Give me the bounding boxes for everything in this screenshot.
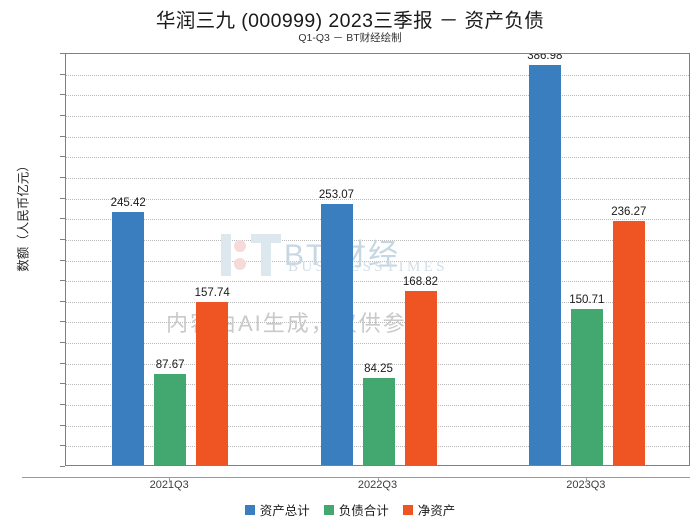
bar[interactable] <box>528 65 561 465</box>
x-axis-line <box>22 477 690 478</box>
bar-value-label: 386.98 <box>527 53 563 63</box>
watermark-brand-sub: BUSINESSTIMES <box>288 259 449 275</box>
bar-value-label: 236.27 <box>611 206 647 219</box>
bar-value-label: 253.07 <box>318 188 355 201</box>
legend-item[interactable]: 净资产 <box>402 500 456 519</box>
chart-subtitle: Q1-Q3 － BT财经绘制 <box>298 32 402 44</box>
legend-item[interactable]: 资产总计 <box>244 500 310 519</box>
y-tick-mark <box>60 342 65 344</box>
y-tick-mark <box>60 404 65 406</box>
bar[interactable] <box>612 221 645 465</box>
y-tick-mark <box>60 383 65 385</box>
y-tick-mark <box>60 135 65 137</box>
y-tick-mark <box>60 362 65 364</box>
x-tick-mark <box>377 477 379 482</box>
legend-swatch <box>323 504 334 515</box>
y-tick-mark <box>60 445 65 447</box>
bar-value-label: 168.82 <box>402 275 439 288</box>
gridline <box>66 74 689 76</box>
y-tick-mark <box>60 114 65 116</box>
gridline <box>66 115 689 117</box>
bar-value-label: 87.67 <box>155 359 185 372</box>
bar-value-label: 157.74 <box>194 287 230 300</box>
y-tick-mark <box>60 176 65 178</box>
y-tick-mark <box>60 280 65 282</box>
gridline <box>66 136 689 138</box>
gridline <box>66 260 689 262</box>
bar[interactable] <box>320 203 353 465</box>
y-tick-mark <box>60 94 65 96</box>
x-tick-label: 2021Q3 <box>149 479 189 491</box>
gridline <box>66 301 689 303</box>
gridline <box>66 219 689 221</box>
y-tick-mark <box>60 238 65 240</box>
gridline <box>66 177 689 179</box>
legend-swatch <box>244 504 255 515</box>
bar[interactable] <box>196 302 229 465</box>
gridline <box>66 198 689 200</box>
legend-label: 资产总计 <box>259 504 310 518</box>
bar[interactable] <box>362 378 395 465</box>
y-tick-mark <box>60 53 65 54</box>
y-tick-mark <box>60 73 65 75</box>
legend-item[interactable]: 负债合计 <box>323 500 389 519</box>
gridline <box>66 343 689 345</box>
y-tick-mark <box>60 300 65 302</box>
legend: 资产总计 负债合计 净资产 <box>0 500 700 519</box>
chart-title: 华润三九 (000999) 2023三季报 － 资产负债 <box>155 10 545 32</box>
legend-swatch <box>402 504 413 515</box>
y-tick-mark <box>60 424 65 426</box>
gridline <box>66 322 689 324</box>
bar-value-label: 84.25 <box>364 363 393 375</box>
bar-value-label: 150.71 <box>569 294 605 307</box>
bar[interactable] <box>112 211 145 465</box>
y-tick-mark <box>60 197 65 199</box>
gridline <box>66 239 689 241</box>
y-tick-mark <box>60 321 65 323</box>
x-tick-label: 2022Q3 <box>357 479 398 491</box>
gridline <box>66 157 689 159</box>
plot-area: BT 财经 BUSINESSTIMES 内容由AI生成，仅供参考 245.42 8… <box>65 53 690 466</box>
bar-value-label: 245.42 <box>110 196 146 209</box>
bar[interactable] <box>154 374 187 465</box>
y-tick-mark <box>60 259 65 261</box>
legend-label: 净资产 <box>417 504 456 518</box>
gridline <box>66 281 689 283</box>
x-tick-mark <box>169 477 171 482</box>
gridline <box>66 363 689 365</box>
bar[interactable] <box>570 309 603 465</box>
gridline <box>66 95 689 97</box>
x-tick-mark <box>585 477 587 482</box>
bar[interactable] <box>404 290 437 465</box>
y-tick-mark <box>60 156 65 158</box>
x-tick-label: 2023Q3 <box>566 479 606 491</box>
y-tick-mark <box>60 218 65 220</box>
legend-label: 负债合计 <box>338 504 389 518</box>
y-axis-title: 数额（人民币亿元） <box>16 159 31 272</box>
y-tick-mark <box>60 466 65 467</box>
